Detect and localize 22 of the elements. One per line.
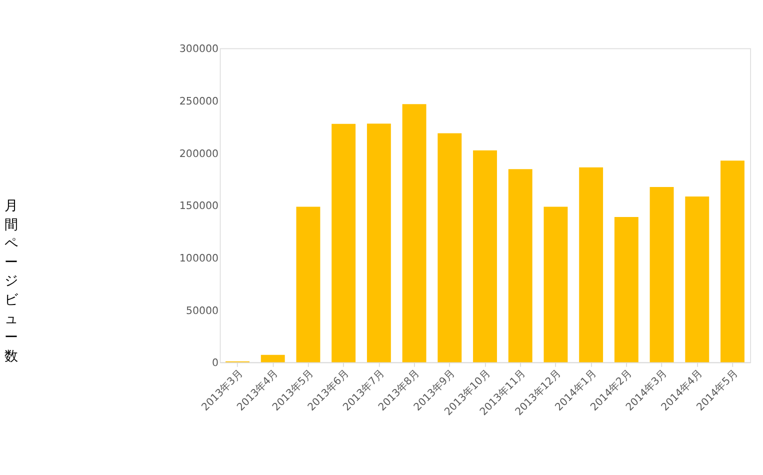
text: 月間ページビュー数: [4, 198, 19, 365]
bar: [720, 160, 744, 362]
bar: [544, 206, 568, 362]
y-tick-label: 50000: [186, 304, 219, 317]
bar: [366, 124, 391, 362]
bar: [473, 150, 497, 362]
bar: [579, 167, 604, 362]
y-tick-label: 150000: [179, 200, 219, 212]
y-tick-label: 0: [212, 357, 219, 370]
y-tick-label: 250000: [179, 95, 219, 108]
bar: [260, 354, 285, 362]
bar: [438, 133, 462, 362]
y-tick-label: 100000: [179, 252, 219, 264]
bar: [650, 187, 674, 362]
bar: [614, 216, 638, 362]
bar: [332, 124, 356, 362]
bar: [402, 104, 426, 362]
y-tick-label: 300000: [179, 43, 219, 56]
bar: [508, 169, 532, 362]
y-tick-label: 200000: [179, 148, 219, 160]
bar: [685, 196, 710, 362]
bar: [296, 206, 320, 362]
